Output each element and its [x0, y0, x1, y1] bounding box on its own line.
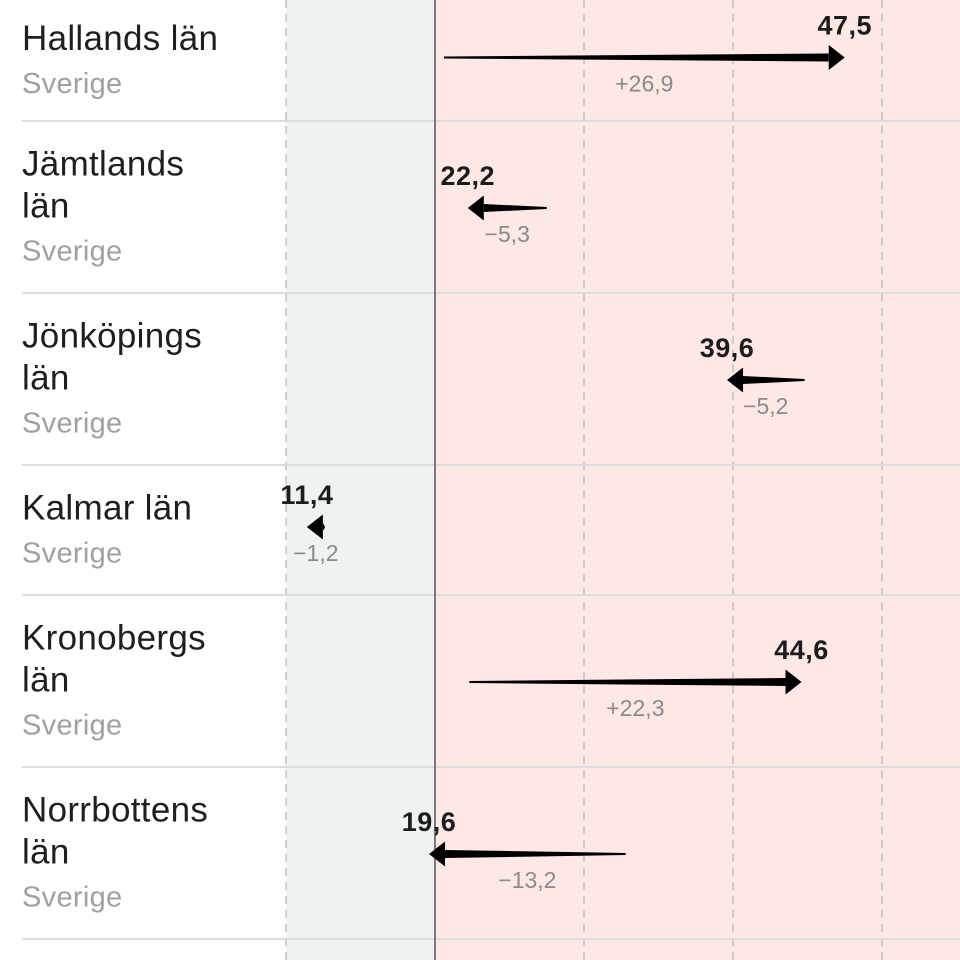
arrow-head — [828, 45, 845, 70]
arrow-head — [306, 514, 323, 540]
arrow-shaft — [445, 850, 626, 858]
row-name: län — [22, 187, 70, 226]
row-name: Hallands län — [22, 19, 218, 58]
arrow-head — [785, 669, 802, 695]
arrow-shaft — [322, 523, 325, 531]
value-label: 22,2 — [440, 161, 495, 191]
row-name: Jämtlands — [22, 145, 184, 184]
row-name: Norrbottens — [22, 791, 208, 830]
arrow-head — [429, 841, 446, 867]
row-sublabel: Sverige — [22, 236, 122, 268]
arrow-shaft — [743, 376, 805, 384]
value-label: 47,5 — [817, 11, 872, 41]
row-name: Kalmar län — [22, 489, 192, 528]
row-name: län — [22, 661, 70, 700]
row-name: Kronobergs — [22, 619, 206, 658]
value-label: 11,4 — [280, 480, 333, 510]
value-label: 39,6 — [700, 333, 755, 363]
change-label: −5,2 — [743, 393, 788, 419]
arrow-shaft — [443, 53, 829, 62]
change-label: −1,2 — [293, 540, 338, 566]
arrow-head — [467, 195, 484, 221]
row-sublabel: Sverige — [22, 882, 122, 914]
row-name: län — [22, 833, 70, 872]
arrow-head — [727, 367, 744, 393]
row-sublabel: Sverige — [22, 710, 122, 742]
value-label: 44,6 — [774, 635, 829, 665]
low-zone-band — [286, 0, 435, 960]
change-label: −5,3 — [485, 221, 530, 247]
change-label: −13,2 — [498, 867, 556, 893]
value-label: 19,6 — [402, 807, 457, 837]
arrow-shaft — [469, 678, 786, 686]
row-name: län — [22, 359, 70, 398]
row-sublabel: Sverige — [22, 538, 122, 570]
row-name: Jönköpings — [22, 317, 202, 356]
row-sublabel: Sverige — [22, 68, 122, 100]
change-label: +26,9 — [615, 71, 673, 97]
row-sublabel: Sverige — [22, 408, 122, 440]
change-label: +22,3 — [606, 695, 664, 721]
arrow-shaft — [483, 204, 547, 212]
high-zone-band — [435, 0, 960, 960]
